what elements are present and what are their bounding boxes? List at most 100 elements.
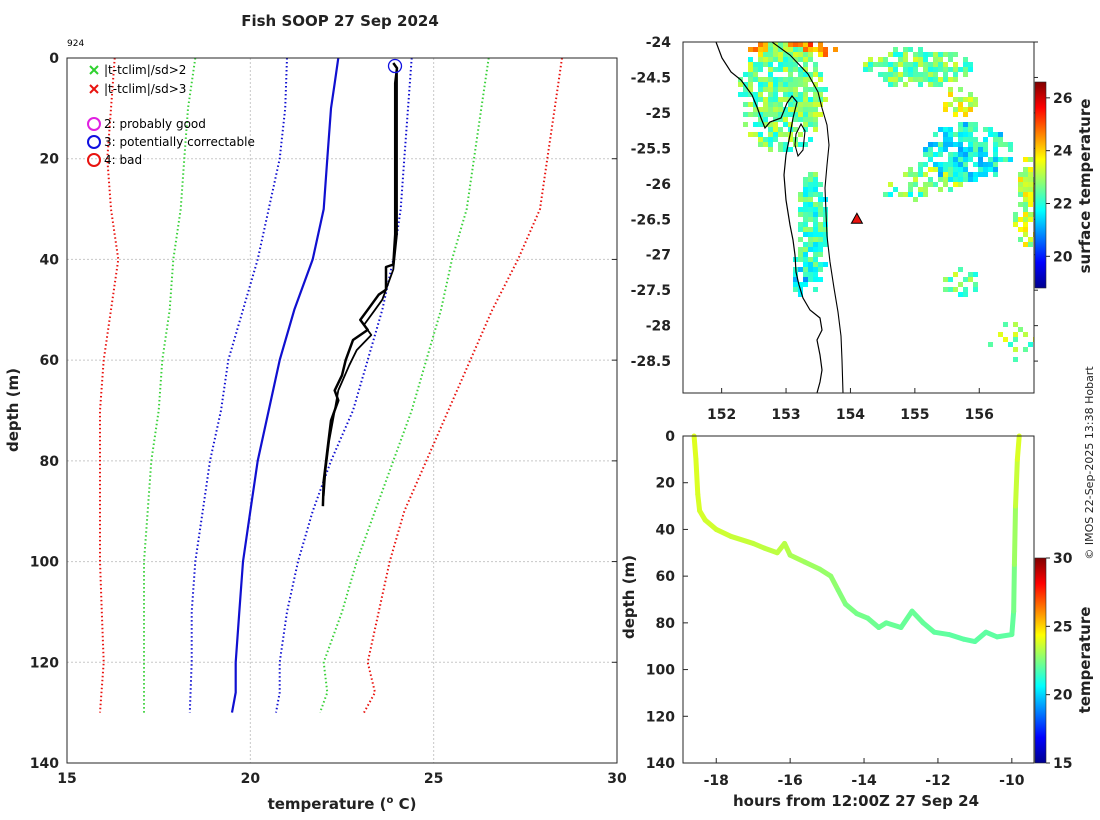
sst-cell bbox=[993, 147, 998, 152]
sst-cell bbox=[813, 227, 818, 232]
sst-cell bbox=[763, 47, 768, 52]
sst-cell bbox=[758, 57, 763, 62]
sst-cell bbox=[943, 162, 948, 167]
sst-cell bbox=[938, 162, 943, 167]
depth-time-segment bbox=[1011, 503, 1019, 567]
sst-cell bbox=[813, 122, 818, 127]
sst-cell bbox=[758, 137, 763, 142]
sst-cell bbox=[808, 102, 813, 107]
sst-cell bbox=[923, 192, 928, 197]
sst-cell bbox=[1023, 242, 1028, 247]
sst-cell bbox=[973, 97, 978, 102]
sst-cell bbox=[948, 52, 953, 57]
profile-y-tick-label: 0 bbox=[49, 51, 59, 67]
sst-cell bbox=[798, 267, 803, 272]
depth-time-segment bbox=[835, 587, 849, 607]
sst-cell bbox=[738, 82, 743, 87]
sst-cell bbox=[753, 97, 758, 102]
sst-cell bbox=[1028, 192, 1033, 197]
sst-cell bbox=[963, 132, 968, 137]
sst-cell bbox=[943, 137, 948, 142]
sst-cell bbox=[798, 257, 803, 262]
sst-cell bbox=[933, 67, 938, 72]
sst-cell bbox=[803, 117, 808, 122]
sst-cell bbox=[748, 67, 753, 72]
sst-cell bbox=[803, 197, 808, 202]
map-island bbox=[794, 122, 806, 158]
sst-cell bbox=[923, 62, 928, 67]
sst-cell bbox=[763, 57, 768, 62]
sst-cell bbox=[763, 97, 768, 102]
depth-time-segment bbox=[909, 608, 926, 626]
legend-label: 4: bad bbox=[104, 153, 142, 167]
sst-cell bbox=[808, 112, 813, 117]
sst-cell bbox=[968, 142, 973, 147]
sst-cell bbox=[803, 227, 808, 232]
sst-cell bbox=[938, 142, 943, 147]
sst-cell bbox=[803, 207, 808, 212]
sst-cell bbox=[963, 147, 968, 152]
sst-cell bbox=[1028, 167, 1033, 172]
series-climatology-mean bbox=[230, 57, 340, 713]
sst-cell bbox=[943, 127, 948, 132]
sst-cell bbox=[803, 102, 808, 107]
sst-cell bbox=[928, 82, 933, 87]
sst-cell bbox=[968, 92, 973, 97]
sst-cell bbox=[958, 67, 963, 72]
sst-cell bbox=[793, 62, 798, 67]
sst-cell bbox=[1028, 187, 1033, 192]
sst-cell bbox=[778, 67, 783, 72]
depth-time-segment bbox=[728, 533, 756, 546]
sst-cell bbox=[743, 92, 748, 97]
sst-cell bbox=[978, 157, 983, 162]
sst-cell bbox=[793, 287, 798, 292]
sst-cell bbox=[748, 77, 753, 82]
sst-cell bbox=[808, 247, 813, 252]
sst-cell bbox=[913, 67, 918, 72]
sst-cell bbox=[798, 52, 803, 57]
sst-cell bbox=[768, 147, 773, 152]
sst-cell bbox=[823, 97, 828, 102]
sst-cell bbox=[773, 112, 778, 117]
sst-cell bbox=[923, 52, 928, 57]
sst-cell bbox=[888, 182, 893, 187]
sst-cell bbox=[903, 67, 908, 72]
sst-cell bbox=[953, 152, 958, 157]
sst-cell bbox=[813, 272, 818, 277]
sst-cell bbox=[778, 57, 783, 62]
sst-cell bbox=[833, 47, 838, 52]
sst-cell bbox=[823, 52, 828, 57]
sst-cell bbox=[928, 77, 933, 82]
profile-y-tick-label: 60 bbox=[40, 353, 60, 369]
sst-cell bbox=[1013, 322, 1018, 327]
sst-cell bbox=[933, 62, 938, 67]
map-x-tick-label: 153 bbox=[771, 407, 800, 423]
sst-cell bbox=[973, 122, 978, 127]
sst-cell bbox=[903, 192, 908, 197]
sst-cell bbox=[923, 147, 928, 152]
sst-cell bbox=[783, 107, 788, 112]
sst-cell bbox=[933, 162, 938, 167]
profile-axes-frame bbox=[66, 57, 618, 764]
sst-cell bbox=[948, 102, 953, 107]
sst-cell bbox=[813, 207, 818, 212]
sst-cell bbox=[898, 62, 903, 67]
sst-cell bbox=[798, 132, 803, 137]
sst-cell bbox=[778, 132, 783, 137]
map-axes-frame bbox=[682, 41, 1035, 394]
sst-cell bbox=[808, 262, 813, 267]
sst-cell bbox=[783, 122, 788, 127]
sst-cell bbox=[948, 87, 953, 92]
depth-time-segment bbox=[1014, 433, 1022, 462]
sst-cell bbox=[748, 62, 753, 67]
sst-cell bbox=[1028, 202, 1033, 207]
sst-cell bbox=[938, 67, 943, 72]
sst-cell bbox=[803, 92, 808, 97]
sst-cell bbox=[748, 87, 753, 92]
sst-cell bbox=[778, 107, 783, 112]
sst-cell bbox=[758, 47, 763, 52]
sst-cell bbox=[823, 217, 828, 222]
sst-cell bbox=[788, 62, 793, 67]
legend-marker bbox=[87, 153, 101, 167]
sst-cell bbox=[923, 172, 928, 177]
